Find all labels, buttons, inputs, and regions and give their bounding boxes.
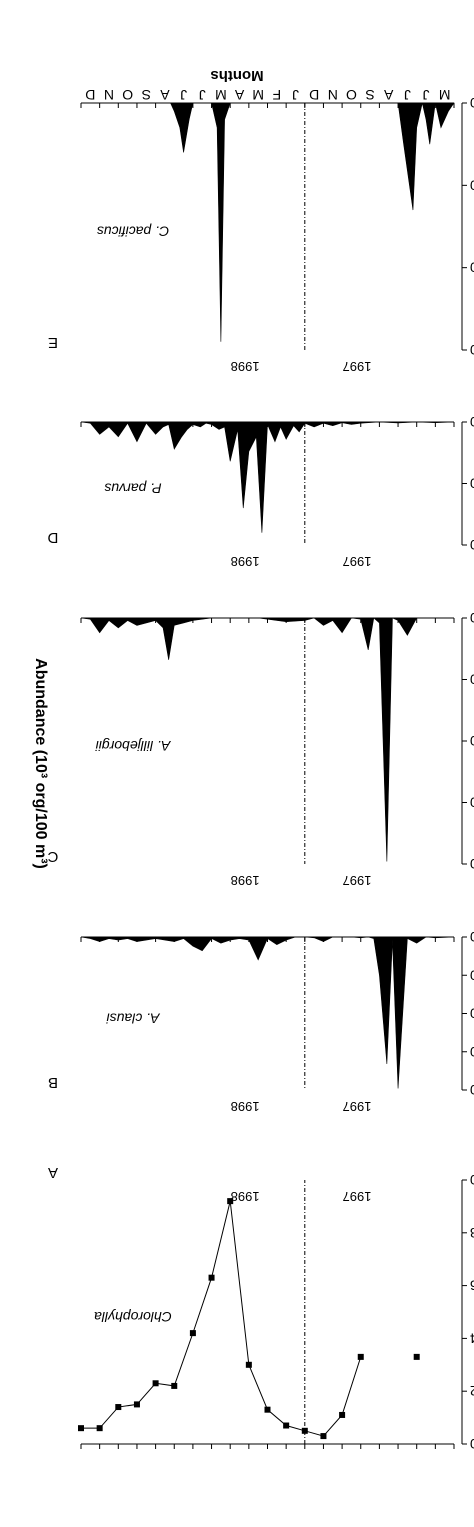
month-label: N	[104, 87, 114, 103]
y-tick-label: 4	[470, 1330, 474, 1346]
chla-point	[115, 1404, 122, 1411]
panel-E: 0 10 20 30 1997 1998 E C. pacificus	[48, 95, 474, 374]
y-tick-label: 10	[470, 177, 474, 193]
month-label: N	[328, 87, 338, 103]
y-tick-label: 250	[470, 476, 474, 492]
y-axis-title: Abundance (10³ org/100 m³)	[32, 658, 49, 869]
chla-point	[227, 1198, 234, 1205]
y-tick-label: 250	[470, 967, 474, 983]
panel-letter: E	[48, 334, 58, 351]
chla-point	[133, 1401, 140, 1408]
abundance-area	[80, 421, 455, 533]
month-label: S	[365, 87, 374, 103]
panel-letter: B	[48, 1074, 58, 1091]
chla-point	[78, 1425, 84, 1432]
y-tick-label: 2	[470, 1383, 474, 1399]
month-label: F	[273, 87, 282, 103]
series-title: A. lilljeborgii	[95, 738, 172, 754]
y-tick-label: 500	[470, 1006, 474, 1022]
chla-point	[357, 1353, 364, 1360]
y-tick-label: 1000	[470, 1082, 474, 1098]
chla-point	[245, 1361, 252, 1368]
y-tick-label: 20	[470, 260, 474, 276]
y-tick-label: 750	[470, 795, 474, 811]
panel-C: 0 250 500 750 1000 1997 1998 C A. lilljeborgii	[47, 610, 474, 888]
y-tick-label: 0	[470, 1436, 474, 1452]
y-tick-label: 500	[470, 733, 474, 749]
chla-point	[96, 1425, 103, 1432]
y-tick-label: 1000	[470, 856, 474, 872]
year-label-1997: 1997	[343, 1189, 372, 1204]
month-label: D	[85, 87, 95, 103]
panel-letter: A	[48, 1164, 58, 1181]
abundance-area	[81, 102, 455, 342]
y-tick-label: 0	[470, 610, 474, 626]
y-tick-label: 250	[470, 672, 474, 688]
year-label-1998: 1998	[231, 1099, 260, 1114]
y-tick-label: 0	[470, 414, 474, 430]
panel-B: 0 250 500 750 1000 1997 1998 B A. clausi	[48, 929, 474, 1114]
y-tick-label: 30	[470, 342, 474, 358]
chla-point	[320, 1433, 327, 1440]
y-tick-label: 6	[470, 1278, 474, 1294]
month-label: M	[252, 87, 264, 103]
year-label-1997: 1997	[343, 359, 372, 374]
chla-point	[208, 1274, 215, 1281]
year-label-1997: 1997	[343, 873, 372, 888]
year-label-1998: 1998	[231, 554, 260, 569]
chla-point	[189, 1330, 196, 1337]
panel-letter: D	[47, 529, 58, 546]
month-label: D	[309, 87, 319, 103]
y-tick-label: 10	[470, 1172, 474, 1188]
x-axis-title: Months	[210, 67, 263, 84]
year-label-1998: 1998	[231, 1189, 260, 1204]
panel-D: 0 250 500 1997 1998 D P. parvus	[47, 414, 474, 569]
y-tick-label: 8	[470, 1225, 474, 1241]
y-tick-label: 750	[470, 1044, 474, 1060]
y-tick-label: 500	[470, 537, 474, 553]
chla-point	[339, 1411, 346, 1418]
month-label: A	[160, 87, 170, 103]
abundance-area	[80, 936, 455, 1089]
month-label: J	[180, 87, 187, 103]
chla-point	[264, 1406, 271, 1413]
month-label: J	[292, 87, 299, 103]
panels: 010203019971998EC. pacificus025050019971…	[47, 95, 474, 1452]
month-label: A	[383, 87, 393, 103]
year-label-1998: 1998	[231, 873, 260, 888]
chla-point	[283, 1422, 290, 1429]
series-title: A. clausi	[106, 1011, 161, 1027]
year-label-1998: 1998	[231, 359, 260, 374]
panel-A: 024681019971998AChlorophyllaChla (mg/m³)	[48, 1164, 474, 1452]
chla-line	[81, 1201, 362, 1437]
year-label-1997: 1997	[343, 554, 372, 569]
month-label: O	[346, 87, 357, 103]
abundance-area	[80, 617, 454, 862]
month-label: M	[439, 87, 451, 103]
month-label: J	[404, 87, 411, 103]
chla-point	[301, 1427, 308, 1434]
panel-letter: C	[47, 848, 58, 865]
chla-point	[152, 1380, 159, 1387]
chla-point	[171, 1382, 178, 1389]
y-tick-label: 0	[470, 929, 474, 945]
series-title: P. parvus	[104, 481, 161, 497]
series-title: C. pacificus	[97, 224, 169, 240]
chla-point	[413, 1353, 420, 1360]
y-tick-label: 0	[470, 95, 474, 111]
series-title: Chlorophylla	[94, 1309, 172, 1325]
month-label: J	[199, 87, 206, 103]
month-label: A	[234, 87, 244, 103]
month-label: S	[142, 87, 151, 103]
month-label: M	[215, 87, 227, 103]
month-label: J	[423, 87, 430, 103]
month-label: O	[122, 87, 133, 103]
year-label-1997: 1997	[343, 1099, 372, 1114]
